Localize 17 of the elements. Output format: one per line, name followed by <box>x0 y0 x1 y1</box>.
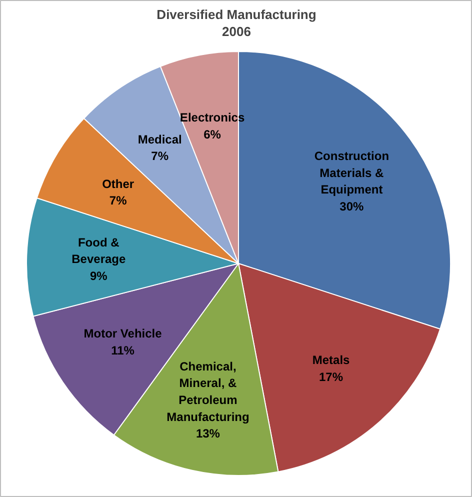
chart-title: Diversified Manufacturing <box>156 7 316 22</box>
data-label: 17% <box>319 370 344 384</box>
data-label: 11% <box>111 344 135 358</box>
slice-label: Food & Beverage <box>72 235 126 266</box>
data-label: 13% <box>196 426 220 441</box>
data-label: 9% <box>90 268 108 283</box>
data-label: 30% <box>340 199 364 214</box>
slice-label: Other <box>102 176 134 191</box>
slice-label: Medical <box>138 132 182 146</box>
slice-label: Motor Vehicle <box>84 326 162 341</box>
chart-subtitle: 2006 <box>222 24 251 39</box>
slice-label: Metals <box>312 353 350 368</box>
data-label: 7% <box>109 194 128 208</box>
slice-label: Chemical, Mineral, & Petroleum Manufacturing <box>166 359 250 424</box>
data-label: 6% <box>204 127 222 142</box>
slice-label: Construction Materials & Equipment <box>314 149 390 197</box>
data-label: 7% <box>151 149 169 164</box>
